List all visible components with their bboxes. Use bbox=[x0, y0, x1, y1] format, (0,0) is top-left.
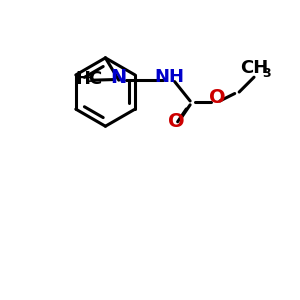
Text: O: O bbox=[168, 112, 185, 131]
Text: CH: CH bbox=[241, 59, 269, 77]
Text: NH: NH bbox=[154, 68, 184, 86]
Text: 3: 3 bbox=[262, 67, 271, 80]
Text: C: C bbox=[88, 70, 102, 88]
Text: N: N bbox=[111, 68, 127, 87]
Text: H: H bbox=[76, 70, 91, 88]
Text: O: O bbox=[208, 88, 225, 107]
Text: 3: 3 bbox=[85, 72, 93, 85]
